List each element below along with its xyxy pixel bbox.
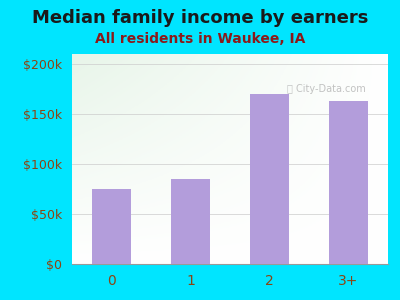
Bar <box>329 101 368 264</box>
Bar <box>171 179 210 264</box>
Text: All residents in Waukee, IA: All residents in Waukee, IA <box>95 32 305 46</box>
Text: ⓘ City-Data.com: ⓘ City-Data.com <box>287 84 366 94</box>
Text: Median family income by earners: Median family income by earners <box>32 9 368 27</box>
Bar <box>250 94 289 264</box>
Bar <box>92 189 131 264</box>
